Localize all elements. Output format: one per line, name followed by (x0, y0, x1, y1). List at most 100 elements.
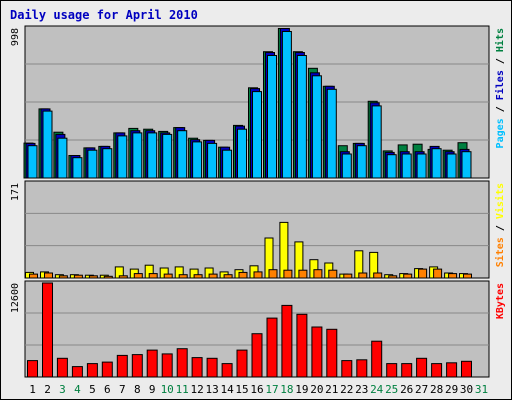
day-label: 3 (59, 383, 66, 396)
bar-pages (87, 149, 98, 179)
bar-kbytes (431, 363, 443, 378)
bar-sites (223, 274, 233, 279)
axis-max-label: 998 (10, 28, 21, 46)
bar-visits (279, 221, 289, 279)
bar-kbytes (251, 333, 263, 378)
bar-sites (29, 273, 38, 279)
bar-sites (133, 273, 143, 279)
day-labels: 1 2 3 4 5 6 7 8 9 10 11 12 13 14 15 16 17 18 19 20 21 22 23 24 2… (29, 383, 488, 396)
bar-pages (192, 141, 203, 179)
bar-sites (283, 269, 293, 279)
legend-part: Hits (494, 28, 506, 52)
bar-sites (178, 274, 188, 279)
day-label: 6 (104, 383, 111, 396)
panel-sites-visits: 171 Sites / Visits (10, 180, 506, 279)
panel-hits-files-pages: 998 Pages / Files / Hits (10, 25, 506, 179)
bar-kbytes (161, 353, 173, 378)
bar-sites (238, 271, 248, 279)
bar-pages (311, 75, 322, 179)
bar-pages (177, 130, 188, 179)
bar-kbytes (446, 362, 458, 378)
bar-sites (193, 274, 203, 279)
day-label: 27 (415, 383, 428, 396)
bar-kbytes (281, 304, 293, 378)
bar-pages (117, 135, 128, 179)
bar-kbytes (206, 357, 218, 378)
bar-sites (463, 273, 472, 279)
bar-kbytes (386, 363, 398, 378)
bar-sites (298, 269, 308, 279)
bar-kbytes (116, 354, 128, 378)
legend-part: Pages (495, 118, 506, 148)
bar-pages (42, 110, 53, 179)
bar-pages (72, 157, 83, 179)
bar-pages (341, 153, 352, 179)
day-label: 15 (235, 383, 248, 396)
day-label: 28 (430, 383, 443, 396)
day-label: 10 (161, 383, 174, 396)
day-label: 7 (119, 383, 126, 396)
bar-kbytes (86, 363, 98, 378)
plot-area-sites-visits (24, 180, 490, 279)
bar-sites (268, 269, 278, 279)
bar-sites (343, 273, 353, 279)
bar-sites (433, 268, 443, 279)
legend-part: Sites (494, 237, 506, 267)
bar-pages (237, 128, 247, 179)
bar-sites (148, 273, 158, 279)
bar-kbytes (71, 366, 83, 378)
bar-sites (373, 272, 383, 279)
legend-part: KBytes (495, 283, 506, 319)
bar-sites (88, 275, 98, 279)
chart-panels: 998 Pages / Files / Hits 171 Sites / Visits… (10, 25, 506, 378)
bar-sites (44, 272, 53, 279)
bar-pages (252, 91, 262, 179)
bar-sites (388, 275, 398, 279)
bar-kbytes (311, 326, 323, 378)
bar-pages (371, 105, 382, 179)
bar-pages (57, 137, 68, 179)
legend-part: Visits (494, 183, 506, 219)
series-sites (29, 268, 472, 279)
legend-kbytes: KBytes (495, 283, 506, 319)
day-label: 21 (325, 383, 338, 396)
day-label: 19 (295, 383, 308, 396)
day-label: 31 (475, 383, 488, 396)
bar-pages (222, 149, 233, 179)
bar-sites (448, 273, 458, 279)
panel-kbytes: 12600 KBytes (10, 280, 506, 378)
day-label: 30 (460, 383, 473, 396)
day-label: 17 (265, 383, 278, 396)
legend-hits-files-pages: Pages / Files / Hits (494, 28, 506, 148)
day-label: 13 (205, 383, 218, 396)
bar-sites (358, 272, 368, 279)
axis-max-label: 12600 (10, 283, 21, 313)
bar-sites (58, 275, 68, 279)
bar-pages (296, 55, 307, 179)
day-label: 18 (280, 383, 293, 396)
day-label: 29 (445, 383, 458, 396)
day-label: 5 (89, 383, 96, 396)
bar-pages (102, 148, 113, 179)
bar-kbytes (42, 282, 53, 378)
day-label: 22 (340, 383, 353, 396)
day-label: 12 (190, 383, 203, 396)
bar-kbytes (236, 349, 248, 378)
bar-sites (73, 274, 83, 279)
bar-kbytes (101, 361, 113, 378)
bar-sites (418, 268, 428, 279)
day-label: 1 (29, 383, 36, 396)
bar-pages (386, 154, 397, 179)
bar-kbytes (56, 357, 68, 378)
bar-pages (401, 153, 412, 179)
day-label: 2 (44, 383, 51, 396)
bar-pages (281, 31, 292, 179)
bar-sites (163, 273, 173, 279)
day-label: 8 (134, 383, 141, 396)
legend-part: / (495, 100, 506, 118)
bar-sites (253, 271, 263, 279)
bar-kbytes (296, 313, 308, 378)
bar-kbytes (401, 363, 413, 378)
bar-pages (207, 142, 218, 179)
